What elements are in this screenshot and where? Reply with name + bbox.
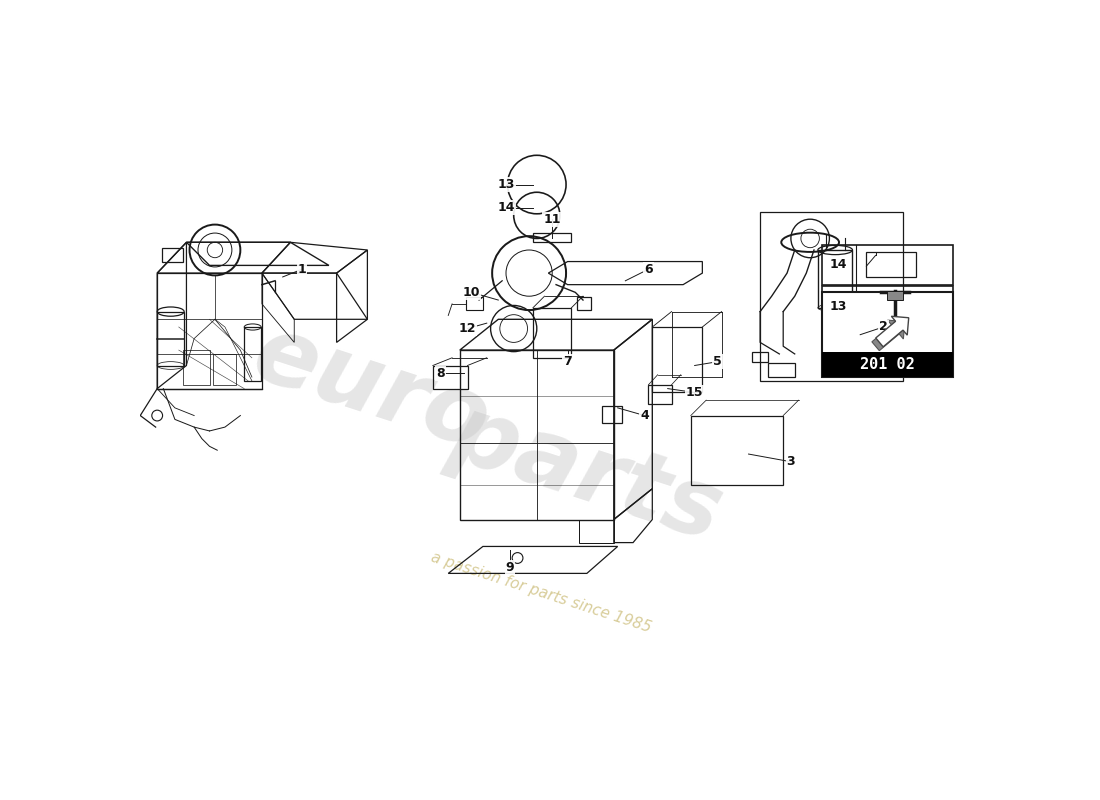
Bar (822, 353, 953, 377)
FancyArrow shape (872, 320, 905, 350)
Bar (822, 286, 953, 326)
Text: 201 02: 201 02 (860, 358, 914, 372)
Bar (603, 406, 622, 423)
Bar (183, 350, 209, 385)
Text: 4: 4 (640, 409, 649, 422)
Bar (534, 308, 572, 358)
Bar (244, 327, 261, 381)
Bar (534, 233, 572, 242)
Text: 5: 5 (714, 355, 722, 368)
Text: euro: euro (242, 307, 500, 470)
Bar (817, 250, 852, 308)
Text: 15: 15 (686, 386, 703, 399)
Bar (432, 366, 468, 389)
Text: 12: 12 (459, 322, 476, 335)
Bar (867, 252, 916, 277)
Text: 3: 3 (786, 455, 795, 468)
Text: 1: 1 (298, 262, 306, 276)
Bar (162, 248, 184, 262)
FancyArrow shape (876, 316, 909, 347)
Text: 13: 13 (830, 300, 847, 313)
Text: 7: 7 (563, 355, 572, 368)
Bar (760, 211, 902, 381)
Text: 6: 6 (645, 262, 652, 276)
Text: 14: 14 (829, 258, 847, 271)
Bar (652, 327, 703, 393)
Text: 8: 8 (437, 366, 444, 380)
Text: 10: 10 (463, 286, 480, 299)
Bar (822, 292, 953, 377)
Text: a passion for parts since 1985: a passion for parts since 1985 (429, 550, 652, 635)
Bar (157, 311, 184, 366)
Text: 14: 14 (497, 201, 515, 214)
Bar (576, 297, 591, 310)
Bar (466, 297, 483, 310)
Text: 13: 13 (497, 178, 515, 191)
Bar (649, 385, 671, 404)
Bar (213, 354, 236, 385)
Text: parts: parts (440, 386, 734, 560)
Bar (887, 291, 902, 300)
Bar (822, 245, 953, 285)
Text: 9: 9 (506, 561, 514, 574)
Bar (752, 353, 768, 362)
Text: 2: 2 (879, 321, 888, 334)
Bar (768, 363, 794, 377)
Text: 11: 11 (543, 213, 561, 226)
